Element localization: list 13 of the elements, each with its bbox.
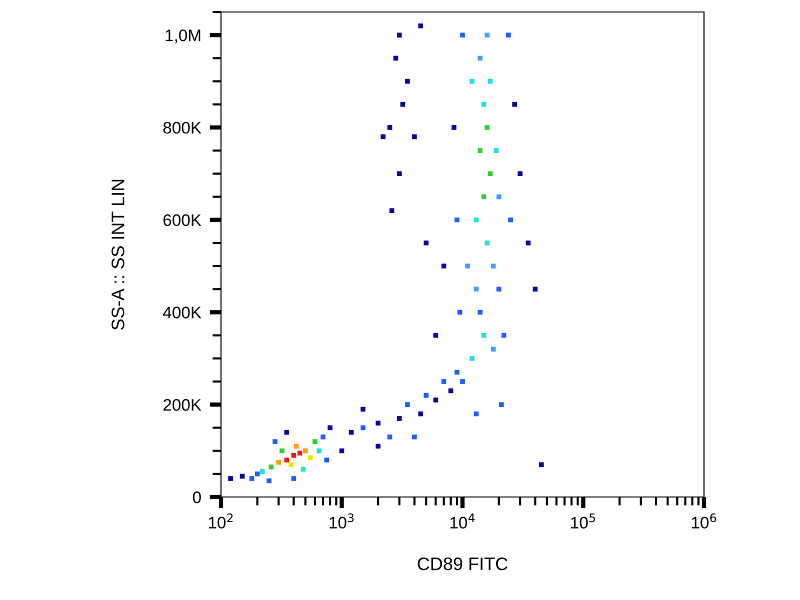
x-tick-label: 10$^{6}$ [692,513,716,529]
y-axis-title: SS-A :: SS INT LIN [112,180,124,330]
y-tick-label: 1,0M [166,29,200,44]
y-tick-label: 600K [163,214,202,226]
x-tick-label: 10$^{4}$ [450,514,475,529]
y-tick-label: 0 [192,491,201,504]
x-axis-title: CD89 FITC [418,557,508,570]
y-tick-label: 800K [163,122,202,134]
x-tick-label: 10$^{5}$ [571,514,596,529]
y-tick-label: 400K [163,306,202,318]
x-tick-label: 10$^{2}$ [208,513,233,529]
x-tick-label: 10$^{3}$ [330,513,354,529]
y-tick-label: 200K [163,399,202,411]
